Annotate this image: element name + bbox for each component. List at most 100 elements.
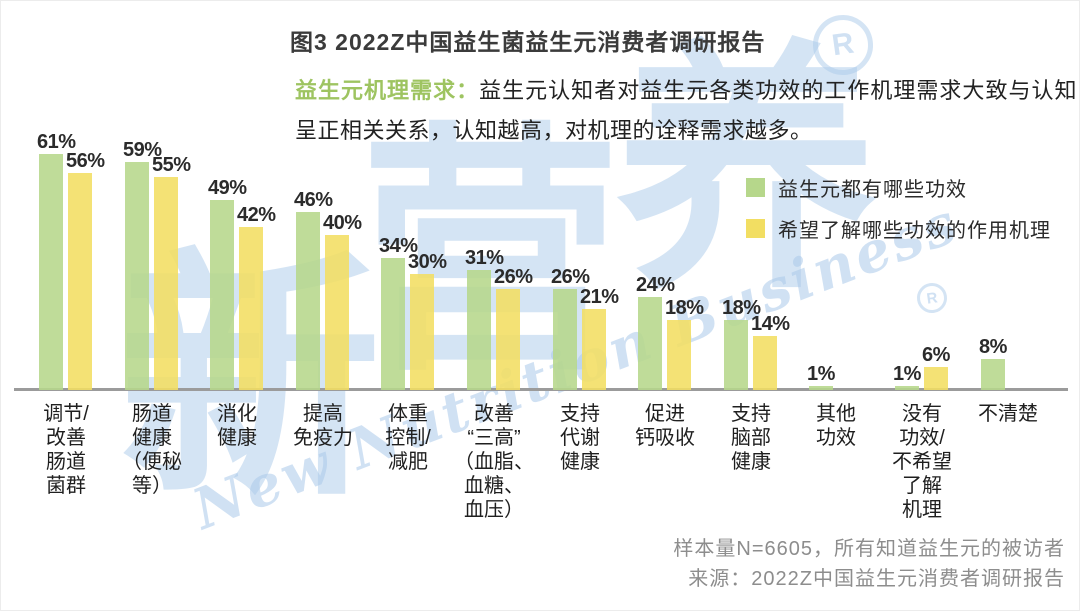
category-label-line: 支持	[560, 403, 600, 425]
category-label-line: 脑部	[731, 427, 771, 449]
bar-value-effects-11: 8%	[979, 336, 1007, 358]
category-label-line: 提高	[303, 403, 343, 425]
legend-item-1: 希望了解哪些功效的作用机理	[746, 214, 1051, 243]
category-label-1: 肠道 健康 （便秘 等）	[100, 402, 204, 498]
bar-effects-2	[210, 200, 234, 390]
bar-mechanism-2	[239, 227, 263, 390]
bar-mechanism-7	[667, 320, 691, 390]
category-label-line: 调节/	[43, 403, 89, 425]
category-label-6: 支持 代谢 健康	[528, 402, 632, 474]
category-label-line: 消化	[217, 403, 257, 425]
category-label-line: “三高”	[467, 427, 521, 449]
legend-label: 希望了解哪些功效的作用机理	[778, 220, 1051, 242]
category-label-3: 提高 免疫力	[271, 402, 375, 450]
bar-effects-9	[809, 386, 833, 390]
category-label-line: 体重	[388, 403, 428, 425]
category-label-8: 支持 脑部 健康	[699, 402, 803, 474]
category-label-line: 血压）	[464, 499, 524, 521]
subtitle-highlight: 益生元机理需求：	[295, 78, 480, 103]
bar-mechanism-10	[924, 367, 948, 390]
bar-mechanism-3	[325, 235, 349, 390]
category-label-line: 健康	[217, 427, 257, 449]
category-label-line: 免疫力	[293, 427, 353, 449]
bar-value-mechanism-6: 21%	[580, 286, 619, 308]
bar-effects-1	[125, 162, 149, 390]
bar-effects-11	[981, 359, 1005, 390]
category-label-line: 等）	[132, 475, 172, 497]
category-label-0: 调节/改善 肠道 菌群	[14, 402, 118, 498]
bar-mechanism-0	[68, 173, 92, 390]
category-label-line: 血糖、	[464, 475, 524, 497]
bar-value-effects-9: 1%	[807, 363, 835, 385]
category-label-line: （便秘	[122, 451, 182, 473]
category-label-line: 功效/	[899, 427, 945, 449]
bar-mechanism-6	[582, 309, 606, 390]
bar-effects-6	[553, 289, 577, 390]
category-label-line: （血脂、	[454, 451, 534, 473]
category-label-4: 体重 控制/减肥	[356, 402, 460, 474]
bar-effects-0	[39, 154, 63, 390]
bar-value-effects-8: 18%	[722, 297, 761, 319]
bar-value-mechanism-8: 14%	[751, 313, 790, 335]
legend-swatch-icon	[746, 178, 765, 197]
bar-effects-3	[296, 212, 320, 390]
bar-mechanism-5	[496, 289, 520, 390]
bar-effects-10	[895, 386, 919, 390]
category-label-5: 改善 “三高” （血脂、 血糖、 血压）	[442, 402, 546, 522]
bar-value-effects-0: 61%	[37, 131, 76, 153]
category-label-line: 改善	[474, 403, 514, 425]
category-label-line: 了解	[902, 475, 942, 497]
bar-value-mechanism-5: 26%	[494, 266, 533, 288]
bar-value-mechanism-10: 6%	[922, 344, 950, 366]
bar-value-effects-4: 34%	[379, 235, 418, 257]
category-label-10: 没有 功效/不希望 了解 机理	[870, 402, 974, 522]
category-label-line: 改善	[46, 427, 86, 449]
bar-mechanism-1	[154, 177, 178, 390]
category-label-line: 肠道	[46, 451, 86, 473]
bar-mechanism-8	[753, 336, 777, 390]
bar-value-effects-2: 49%	[208, 177, 247, 199]
category-label-line: 支持	[731, 403, 771, 425]
category-label-line: 健康	[132, 427, 172, 449]
bar-value-effects-1: 59%	[123, 139, 162, 161]
bar-value-mechanism-2: 42%	[237, 204, 276, 226]
chart-legend: 益生元都有哪些功效希望了解哪些功效的作用机理	[746, 173, 1051, 255]
bar-value-mechanism-7: 18%	[665, 297, 704, 319]
legend-swatch-icon	[746, 219, 765, 238]
figure-subtitle: 益生元机理需求：益生元认知者对益生元各类功效的工作机理需求大致与认知呈正相关关系…	[295, 71, 1077, 151]
category-label-line: 机理	[902, 499, 942, 521]
category-label-line: 减肥	[388, 451, 428, 473]
sample-size-note: 样本量N=6605，所有知道益生元的被访者	[673, 538, 1065, 560]
bar-effects-5	[467, 270, 491, 390]
category-label-line: 不清楚	[978, 403, 1038, 425]
category-label-line: 功效	[816, 427, 856, 449]
category-label-line: 代谢	[560, 427, 600, 449]
bar-value-mechanism-0: 56%	[66, 150, 105, 172]
category-label-line: 钙吸收	[635, 427, 695, 449]
x-axis-line	[14, 388, 1068, 391]
category-label-line: 菌群	[46, 475, 86, 497]
category-label-line: 健康	[731, 451, 771, 473]
category-label-11: 不清楚	[956, 402, 1060, 426]
bar-value-effects-6: 26%	[551, 266, 590, 288]
bar-value-effects-7: 24%	[636, 274, 675, 296]
category-label-2: 消化 健康	[185, 402, 289, 450]
bar-effects-4	[381, 258, 405, 390]
bar-mechanism-4	[410, 274, 434, 390]
bar-value-effects-5: 31%	[465, 247, 504, 269]
category-label-9: 其他 功效	[784, 402, 888, 450]
subtitle-description: 益生元认知者对益生元各类功效的工作机理需求大致与认知呈正相关关系，认知越高，对机…	[295, 78, 1077, 143]
source-note: 来源：2022Z中国益生元消费者调研报告	[688, 568, 1065, 590]
bar-effects-7	[638, 297, 662, 390]
category-label-line: 不希望	[892, 451, 952, 473]
category-label-7: 促进 钙吸收	[613, 402, 717, 450]
category-label-line: 其他	[816, 403, 856, 425]
legend-item-0: 益生元都有哪些功效	[746, 173, 1051, 202]
category-label-line: 促进	[645, 403, 685, 425]
registered-trademark-icon: R	[809, 11, 877, 79]
category-label-line: 健康	[560, 451, 600, 473]
registered-trademark-icon-small: R	[915, 281, 949, 315]
figure-title: 图3 2022Z中国益生菌益生元消费者调研报告	[290, 29, 766, 55]
category-label-line: 没有	[902, 403, 942, 425]
